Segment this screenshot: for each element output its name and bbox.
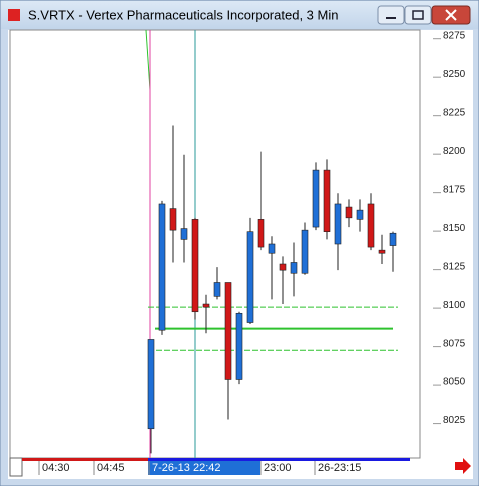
y-tick-label: 8125 (443, 261, 466, 272)
candle-body (235, 312, 243, 380)
corner-box (9, 457, 23, 477)
y-tick-label: 8150 (443, 223, 466, 234)
candle-body (312, 169, 320, 228)
x-tick-label: 7-26-13 22:42 (152, 462, 221, 474)
candle-body (290, 262, 298, 274)
minimize-button[interactable] (377, 5, 405, 25)
y-tick-label: 8050 (443, 377, 466, 388)
candle-body (279, 263, 287, 271)
candle-body (334, 203, 342, 245)
candle-body (356, 209, 364, 220)
candle-body (301, 229, 309, 274)
session-line (145, 29, 151, 91)
candle-body (246, 231, 254, 323)
candle-body (345, 206, 353, 219)
close-icon (445, 9, 457, 21)
candle-body (180, 228, 188, 240)
candle-body (158, 203, 166, 331)
candle-body (367, 203, 375, 248)
candle-body (191, 219, 199, 313)
candle-body (389, 232, 397, 246)
candle-body (268, 243, 276, 254)
candle-body (213, 282, 221, 297)
x-tick-label: 04:30 (42, 462, 70, 474)
y-tick-label: 8200 (443, 146, 466, 157)
candle-body (147, 339, 155, 430)
cursor-time-box (148, 461, 260, 475)
y-tick-label: 8225 (443, 107, 466, 118)
window-title: S.VRTX - Vertex Pharmaceuticals Incorpor… (28, 7, 338, 22)
candle-body (378, 249, 386, 254)
scroll-arrow[interactable] (455, 458, 471, 474)
y-tick-label: 8250 (443, 69, 466, 80)
x-tick-label: 04:45 (97, 462, 125, 474)
y-tick-label: 8275 (443, 30, 466, 41)
x-tick-label: 26-23:15 (318, 462, 361, 474)
candle-body (169, 208, 177, 231)
x-tick-label: 23:00 (264, 462, 292, 474)
candle-body (323, 169, 331, 232)
app-icon (8, 9, 20, 21)
candle-body (202, 303, 210, 308)
maximize-button[interactable] (404, 5, 432, 25)
candle-body (224, 282, 232, 380)
y-tick-label: 8025 (443, 415, 466, 426)
scroll-left[interactable] (22, 458, 148, 461)
y-tick-label: 8075 (443, 338, 466, 349)
plot-area (9, 29, 421, 459)
maximize-icon (412, 10, 424, 20)
scroll-right[interactable] (148, 458, 410, 461)
candle-body (257, 219, 265, 248)
y-tick-label: 8175 (443, 184, 466, 195)
y-tick-label: 8100 (443, 300, 466, 311)
